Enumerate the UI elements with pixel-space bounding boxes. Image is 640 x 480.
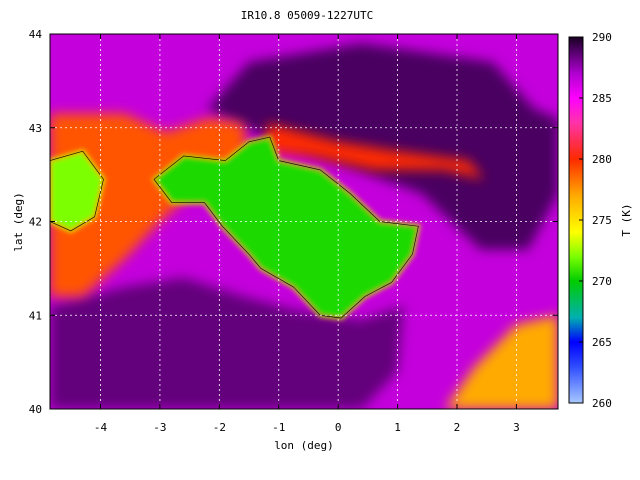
y-tick-label: 43 [29,122,42,135]
x-tick-label: 2 [454,421,461,434]
y-tick-label: 44 [29,28,43,41]
y-tick-label: 41 [29,309,42,322]
central-dark-region [50,277,404,409]
colorbar-tick-label: 275 [592,214,612,227]
pyrenees-warm-band [266,123,484,180]
x-tick-label: 1 [394,421,401,434]
y-tick-label: 40 [29,403,42,416]
x-tick-label: 3 [513,421,520,434]
colorbar-tick-label: 270 [592,275,612,288]
y-axis-ticks: 40 41 42 43 44 [29,28,558,416]
y-axis-label: lat (deg) [12,192,25,252]
colorbar-ticks: 260 265 270 275 280 285 290 [579,31,612,410]
colorbar-tick-label: 290 [592,31,612,44]
heatmap-features [50,43,558,409]
colorbar-tick-label: 265 [592,336,612,349]
x-tick-label: -4 [94,421,108,434]
x-tick-label: -3 [153,421,166,434]
x-tick-label: 0 [335,421,342,434]
x-tick-label: -2 [213,421,226,434]
x-axis-label: lon (deg) [274,439,334,452]
ebro-basin-cold-plateau [154,137,419,319]
chart-title: IR10.8 05009-1227UTC [241,9,373,22]
southeast-warm-region [445,315,558,409]
colorbar-tick-label: 260 [592,397,612,410]
colorbar-tick-label: 285 [592,92,612,105]
x-axis-ticks: -4 -3 -2 -1 0 1 2 3 [94,34,520,434]
y-tick-label: 42 [29,216,42,229]
northern-dark-band [207,43,558,250]
x-tick-label: -1 [272,421,285,434]
colorbar: 260 265 270 275 280 285 290 [568,31,612,410]
colorbar-tick-label: 280 [592,153,612,166]
colorbar-label: T (K) [620,203,633,236]
ebro-basin-cold-plateau-contour [153,136,419,319]
western-cold-patch-contour [50,150,104,232]
western-cold-patch [50,151,104,231]
plot-area [50,34,558,409]
